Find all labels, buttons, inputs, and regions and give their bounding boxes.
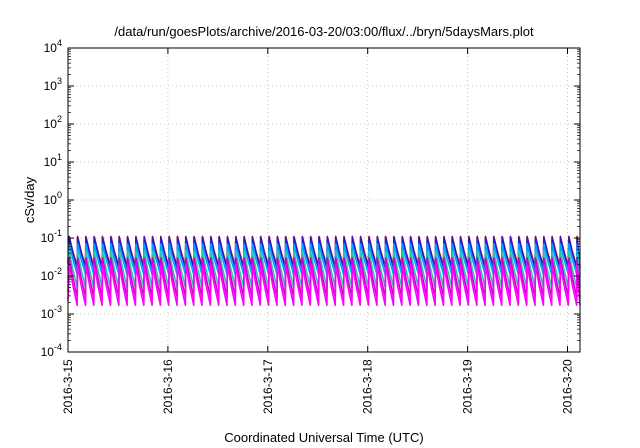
y-tick-label: 10-1	[41, 228, 62, 245]
y-tick-label: 102	[44, 114, 62, 131]
x-tick-label: 2016-3-15	[61, 359, 75, 414]
series-group	[67, 235, 581, 306]
y-tick-label: 104	[44, 38, 62, 55]
x-axis-ticks: 2016-3-15 2016-3-16 2016-3-17 2016-3-18 2016…	[61, 48, 575, 414]
chart-title: /data/run/goesPlots/archive/2016-03-20/0…	[114, 24, 534, 39]
y-tick-label: 100	[44, 190, 62, 207]
x-tick-label: 2016-3-20	[561, 359, 575, 414]
y-axis-ticks: 10-4 10-3 10-2 10-1 100 101 102 103 104	[41, 38, 580, 359]
y-tick-label: 10-4	[41, 342, 62, 359]
y-axis-label: cSv/day	[22, 176, 37, 223]
y-tick-label: 103	[44, 76, 62, 93]
series-line	[67, 263, 581, 306]
grid-lines	[68, 48, 580, 352]
x-tick-label: 2016-3-17	[261, 359, 275, 414]
x-tick-label: 2016-3-18	[361, 359, 375, 414]
y-tick-label: 10-3	[41, 304, 62, 321]
x-axis-label: Coordinated Universal Time (UTC)	[224, 430, 423, 445]
y-tick-label: 10-2	[41, 266, 62, 283]
x-tick-label: 2016-3-19	[461, 359, 475, 414]
x-tick-label: 2016-3-16	[161, 359, 175, 414]
y-tick-label: 101	[44, 152, 62, 169]
